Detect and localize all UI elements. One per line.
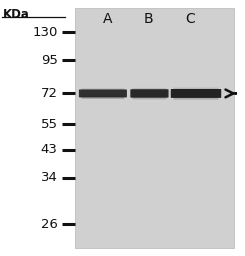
FancyBboxPatch shape [132, 96, 167, 99]
Text: 43: 43 [41, 143, 58, 156]
Text: 95: 95 [41, 54, 58, 67]
FancyBboxPatch shape [173, 96, 219, 100]
FancyBboxPatch shape [173, 88, 219, 90]
FancyBboxPatch shape [130, 89, 169, 98]
FancyBboxPatch shape [79, 89, 127, 98]
Text: 26: 26 [41, 218, 58, 230]
Text: 130: 130 [32, 26, 58, 38]
FancyBboxPatch shape [171, 89, 221, 98]
Text: 55: 55 [41, 118, 58, 131]
FancyBboxPatch shape [81, 96, 124, 99]
Text: B: B [143, 12, 153, 26]
Text: KDa: KDa [2, 8, 29, 21]
Bar [75, 8, 234, 248]
Text: 34: 34 [41, 172, 58, 184]
FancyBboxPatch shape [81, 88, 124, 91]
Text: A: A [103, 12, 112, 26]
Text: C: C [185, 12, 195, 26]
FancyBboxPatch shape [132, 88, 167, 91]
Text: 72: 72 [41, 87, 58, 100]
